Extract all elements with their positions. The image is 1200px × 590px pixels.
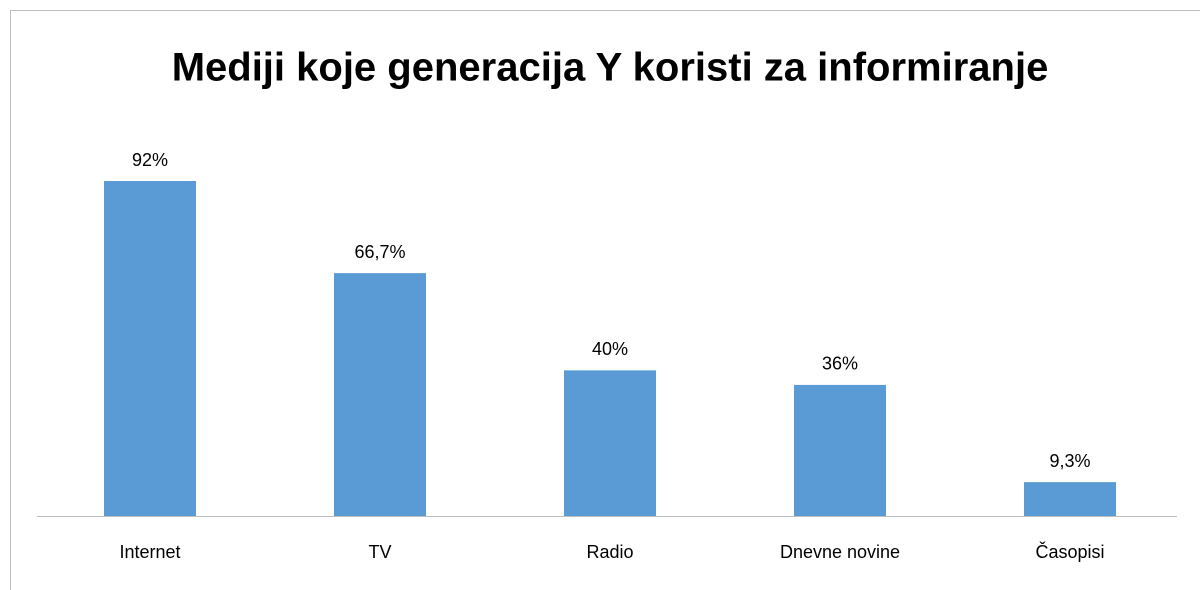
data-label: 9,3% [1049,451,1090,471]
chart-frame [10,10,1200,590]
bar [564,370,656,516]
x-tick-label: Internet [119,542,180,562]
chart-title: Mediji koje generacija Y koristi za info… [172,46,1049,90]
x-tick-label: Radio [586,542,633,562]
data-label: 36% [822,354,858,374]
bar [334,273,426,516]
bar [104,181,196,516]
bar [794,384,886,516]
bar [1024,482,1116,516]
x-tick-label: Časopisi [1035,541,1104,562]
data-label: 40% [592,339,628,359]
data-label: 66,7% [354,242,405,262]
x-tick-label: TV [368,542,391,562]
data-label: 92% [132,150,168,170]
x-tick-label: Dnevne novine [780,542,900,562]
